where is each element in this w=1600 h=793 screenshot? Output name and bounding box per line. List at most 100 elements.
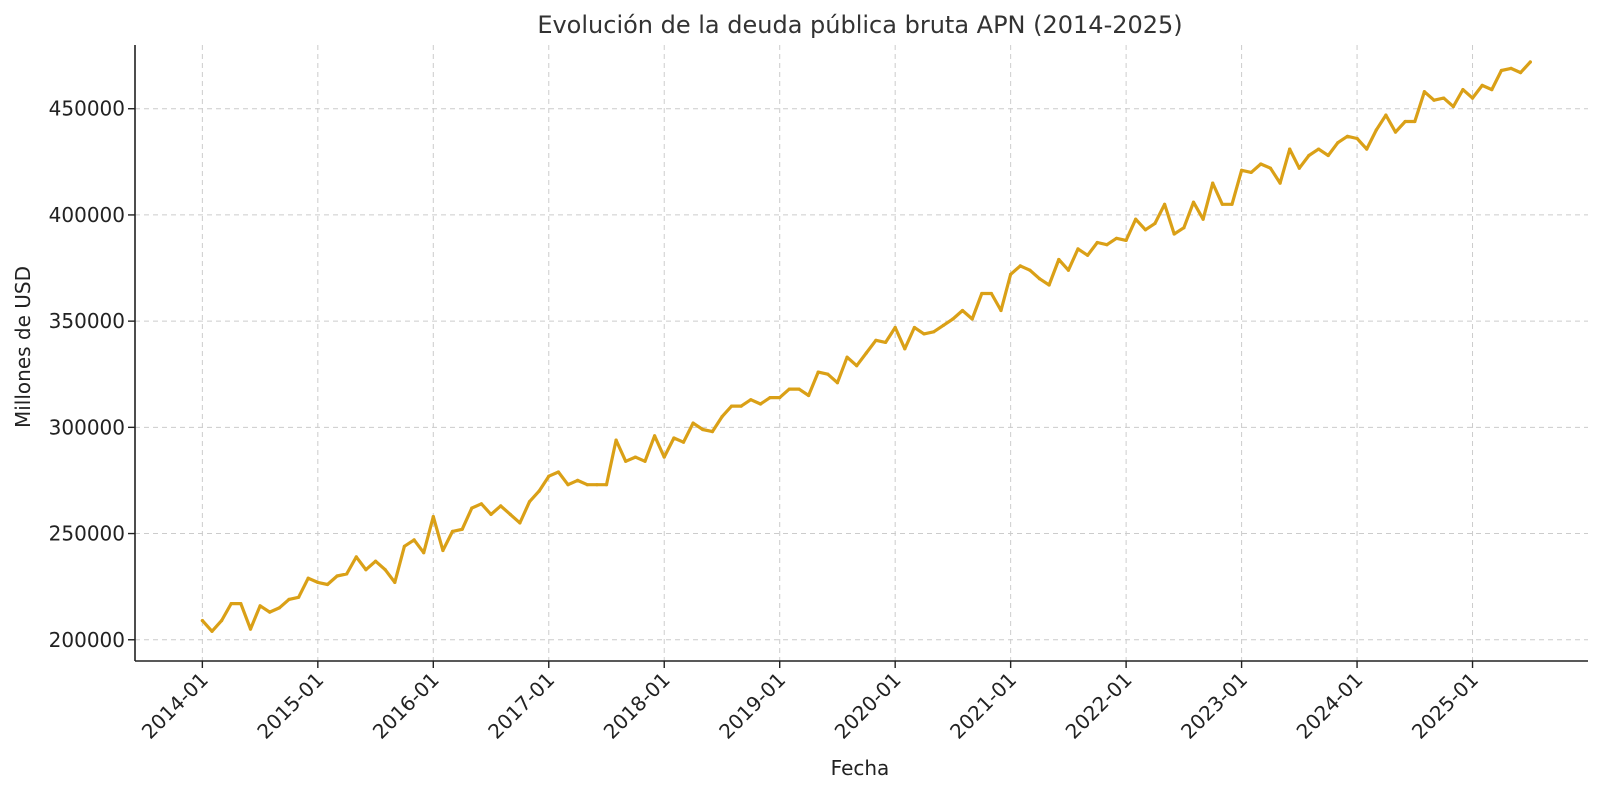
axes-layer: [134, 45, 1588, 662]
data-point: [932, 330, 936, 334]
data-point: [1393, 130, 1398, 134]
y-axis-label: Millones de USD: [11, 266, 35, 428]
data-point: [374, 559, 378, 563]
data-point: [287, 597, 291, 602]
data-point: [1374, 128, 1378, 132]
data-point: [364, 568, 368, 572]
data-point: [1009, 272, 1013, 276]
data-point: [1086, 253, 1090, 257]
data-point: [1509, 66, 1513, 70]
data-point: [268, 610, 272, 614]
data-point: [1076, 247, 1080, 251]
data-point: [826, 372, 830, 376]
data-point: [335, 574, 339, 578]
x-tick-label: 2014-01: [137, 668, 213, 744]
data-point: [1047, 283, 1051, 287]
data-point: [354, 555, 358, 559]
data-point: [1451, 105, 1455, 109]
data-point: [1345, 134, 1349, 138]
data-point: [499, 504, 503, 508]
data-point: [730, 404, 734, 408]
data-point: [345, 572, 349, 576]
data-point: [200, 619, 204, 623]
data-point: [1066, 268, 1070, 272]
data-point: [941, 323, 945, 327]
data-point: [297, 595, 301, 599]
data-point: [1114, 236, 1119, 240]
x-tick-label: 2015-01: [252, 668, 328, 744]
data-point: [710, 430, 715, 434]
data-point: [845, 355, 849, 359]
data-point: [595, 483, 599, 487]
data-point: [566, 483, 570, 487]
data-point: [1413, 119, 1417, 124]
data-point: [1124, 238, 1128, 242]
chart-title: Evolución de la deuda pública bruta APN …: [537, 11, 1182, 39]
data-point: [470, 506, 474, 510]
data-point: [1470, 96, 1475, 100]
data-point: [807, 393, 811, 398]
data-point: [1259, 162, 1263, 166]
data-point: [1499, 68, 1503, 73]
data-point: [681, 440, 686, 444]
data-point: [739, 404, 743, 408]
data-point: [1490, 88, 1494, 92]
data-point: [970, 317, 974, 321]
y-tick-label: 350000: [49, 309, 125, 333]
data-point: [787, 387, 791, 391]
data-point: [614, 438, 618, 442]
y-tick-label: 450000: [49, 97, 125, 121]
data-point: [1528, 60, 1532, 64]
data-point: [1249, 170, 1253, 174]
data-point: [527, 500, 532, 504]
data-point: [460, 527, 464, 531]
ticks-layer: 200000 250000 300000 350000 400000 450000 2014…: [49, 97, 1483, 744]
data-point: [1134, 217, 1138, 221]
data-point: [422, 551, 426, 555]
data-point: [1442, 96, 1446, 100]
data-point: [1461, 88, 1465, 92]
data-point: [229, 602, 233, 606]
data-point: [393, 580, 397, 585]
data-point: [1278, 181, 1282, 185]
data-point: [1384, 113, 1388, 117]
data-point: [1143, 228, 1147, 232]
data-point: [884, 340, 888, 344]
data-point: [576, 478, 580, 482]
x-axis-label: Fecha: [831, 756, 890, 780]
data-point: [1326, 153, 1330, 158]
data-point: [450, 529, 455, 534]
data-point: [1220, 202, 1224, 206]
data-point: [508, 512, 512, 517]
x-tick-label: 2021-01: [945, 668, 1021, 744]
y-tick-label: 250000: [49, 522, 125, 546]
data-point: [1201, 217, 1205, 221]
data-point: [604, 483, 609, 487]
data-point: [1297, 166, 1301, 170]
y-tick-label: 400000: [49, 203, 125, 227]
data-point: [1153, 221, 1157, 225]
data-point: [239, 602, 243, 606]
data-point: [1336, 141, 1340, 145]
data-point: [816, 370, 820, 374]
data-point: [797, 387, 801, 391]
data-point: [1028, 268, 1032, 272]
data-point: [903, 347, 907, 351]
data-point: [1240, 168, 1244, 172]
data-point: [220, 619, 224, 623]
data-point: [893, 325, 897, 330]
data-point: [1422, 90, 1426, 94]
data-point: [210, 629, 214, 633]
data-point: [1182, 226, 1186, 230]
data-point: [1230, 202, 1234, 206]
data-point: [248, 627, 253, 631]
data-point: [1018, 264, 1022, 268]
data-point: [1365, 147, 1369, 151]
data-point: [1307, 153, 1311, 158]
data-point: [431, 515, 435, 519]
grid-layer: [135, 45, 1588, 661]
x-tick-label: 2020-01: [830, 668, 906, 744]
series-layer: [200, 60, 1532, 633]
